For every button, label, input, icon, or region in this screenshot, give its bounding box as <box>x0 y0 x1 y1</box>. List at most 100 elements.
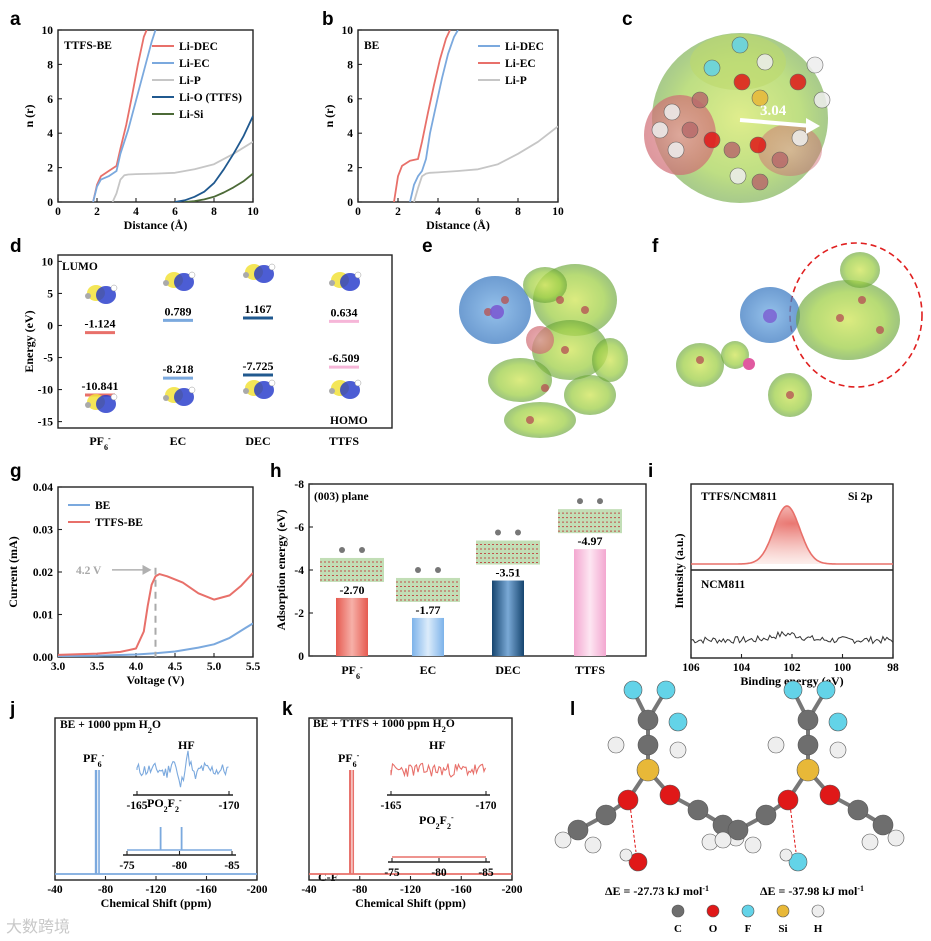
panel-h-adsorption-chart: (003) plane 0 -2 -4 -6 -8 Adsorption energy (… <box>274 479 647 681</box>
legend-atom-F <box>741 904 755 918</box>
y-tick-label: 0.03 <box>33 525 53 537</box>
category-label: DEC <box>495 663 520 677</box>
homo-label: HOMO <box>330 415 368 427</box>
orbital-atom <box>243 388 249 394</box>
esp-negative-region-2 <box>758 124 822 176</box>
atom <box>813 91 831 109</box>
adsorbate-H <box>779 848 793 862</box>
x-tick-label: 6 <box>172 206 178 218</box>
legend-label-F: F <box>745 923 752 935</box>
atom <box>876 326 884 334</box>
esp-lobe <box>840 252 880 288</box>
legend-entry: Li-EC <box>179 58 210 70</box>
hf-inset-tick-label: -165 <box>126 800 147 812</box>
atom-Si <box>636 758 660 782</box>
lumo-value: 0.789 <box>165 304 192 318</box>
y-tick-label: 10 <box>342 25 354 37</box>
esp-lobe <box>504 402 576 438</box>
atom-O <box>819 784 841 806</box>
legend-entry: Li-P <box>179 75 201 87</box>
y-tick-label: 5 <box>47 288 53 300</box>
atom-C <box>847 799 869 821</box>
atom <box>749 136 767 154</box>
atom-C <box>687 799 709 821</box>
orbital-lobe-blue <box>174 273 194 291</box>
esp-lobe <box>721 341 749 369</box>
phosphorus-atom <box>763 309 777 323</box>
x-tick-label: 5.5 <box>246 661 261 673</box>
atom-F <box>623 680 643 700</box>
orbital-atom <box>163 280 169 286</box>
orbital-lobe-blue <box>174 388 194 406</box>
panel-d-orbital-energy-chart: LUMO HOMO -15 -10 -5 0 5 10 Energy (eV) -1.124 -… <box>22 254 393 452</box>
plot-frame <box>357 29 559 203</box>
y-tick-label: 6 <box>47 94 53 106</box>
bar-PF6- <box>336 597 368 656</box>
atom-H <box>861 833 879 851</box>
esp-negative-region <box>644 95 716 175</box>
x-tick-label: 5.0 <box>207 661 222 673</box>
atom <box>751 89 769 107</box>
panel-letter-b: b <box>322 9 334 30</box>
atom-H <box>744 836 762 854</box>
atom-O <box>777 789 799 811</box>
atom-F <box>668 712 688 732</box>
atom <box>723 141 741 159</box>
y-tick-label: 0 <box>47 197 53 209</box>
panel-a-rdf-chart: TTFS-BE 0 2 4 6 8 10 0 2 4 6 8 10 Distance (Å) n (r) L… <box>22 25 259 232</box>
po2f2-inset-tick-label: -75 <box>119 860 135 872</box>
homo-value: -8.218 <box>163 362 194 376</box>
series-line-TTFS-BE <box>58 572 253 656</box>
nmr-k-hf-label: HF <box>429 738 446 752</box>
y-tick-label: 10 <box>42 25 54 37</box>
orbital-lobe-blue <box>340 381 360 399</box>
homo-value: -6.509 <box>329 351 360 365</box>
y-tick-label: 2 <box>47 163 53 175</box>
x-tick-label: -200 <box>501 884 522 896</box>
orbital-atom <box>85 402 91 408</box>
x-tick-label: -40 <box>301 884 317 896</box>
x-tick-label: 8 <box>515 206 521 218</box>
x-tick-label: 98 <box>887 662 899 674</box>
orbital-lobe-blue <box>340 273 360 291</box>
y-tick-label: -5 <box>43 353 53 365</box>
atom <box>663 103 681 121</box>
atom <box>541 384 549 392</box>
atom <box>703 59 721 77</box>
legend-label-O: O <box>709 923 718 935</box>
y-axis-label: Current (mA) <box>6 536 20 607</box>
atom-C <box>797 734 819 756</box>
atom-O <box>659 784 681 806</box>
nmr-k-condition: BE + TTFS + 1000 ppm H2O <box>313 718 455 734</box>
nmr-k-po2f2-label: PO2F2- <box>419 813 454 831</box>
hf-inset-spectrum <box>136 750 229 788</box>
atom <box>729 167 747 185</box>
nmr-j-pf6-label: PF6- <box>83 751 105 769</box>
atom <box>651 121 669 139</box>
hbond <box>789 804 797 853</box>
element-legend: C O F Si H <box>671 904 825 935</box>
atom <box>756 53 774 71</box>
panel-letter-f: f <box>652 236 659 257</box>
esp-lobe <box>564 375 616 415</box>
x-tick-label: -160 <box>196 884 217 896</box>
y-axis-label: Energy (eV) <box>22 310 36 372</box>
esp-lobe <box>676 343 724 387</box>
category-label: TTFS <box>329 434 359 448</box>
panel-letter-d: d <box>10 236 22 257</box>
orbital-atom <box>268 263 276 271</box>
y-tick-label: 0 <box>47 320 53 332</box>
orbital-atom <box>163 395 169 401</box>
esp-lobe <box>488 358 552 402</box>
series-line-Li-P <box>111 141 253 202</box>
legend-entry: Li-P <box>505 75 527 87</box>
atom <box>771 151 789 169</box>
legend-entry: Li-DEC <box>505 41 544 53</box>
x-tick-label: 4 <box>435 206 441 218</box>
x-axis-label: Voltage (V) <box>127 673 185 687</box>
lumo-value: -1.124 <box>85 317 116 331</box>
legend-atom-Si <box>776 904 790 918</box>
plot-frame <box>308 717 513 881</box>
orbital-lobe-blue <box>96 286 116 304</box>
